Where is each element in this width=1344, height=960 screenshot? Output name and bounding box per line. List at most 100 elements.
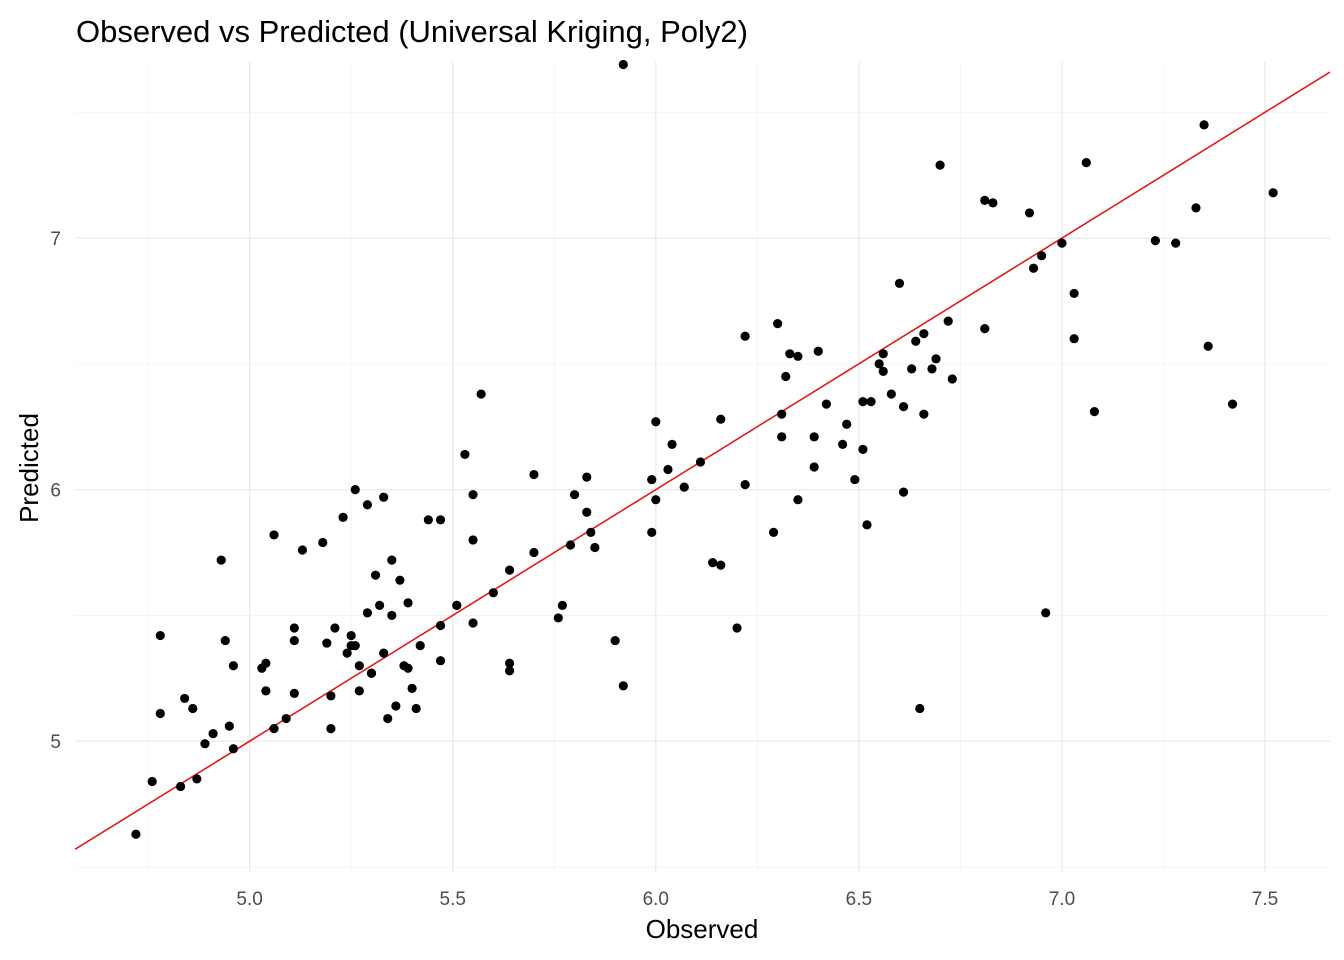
x-tick-label: 6.0	[643, 889, 669, 910]
data-point	[504, 658, 515, 668]
data-point	[488, 588, 498, 598]
data-point	[911, 336, 921, 346]
data-point	[383, 713, 393, 724]
data-point	[1227, 399, 1238, 409]
data-point	[1268, 188, 1278, 198]
data-point	[569, 490, 580, 500]
data-point	[651, 495, 661, 505]
data-point	[387, 555, 397, 565]
data-point	[188, 703, 198, 714]
data-point	[557, 600, 567, 610]
data-point	[362, 608, 373, 618]
data-point	[809, 462, 819, 472]
data-point	[842, 419, 852, 429]
data-point	[228, 744, 238, 754]
grid-lines	[75, 62, 1330, 872]
data-point	[1037, 251, 1047, 261]
data-point	[180, 693, 190, 704]
data-point	[898, 487, 909, 497]
data-point	[468, 535, 478, 545]
data-point	[1081, 158, 1091, 168]
x-tick-label: 7.0	[1049, 889, 1075, 910]
data-point	[618, 59, 628, 70]
data-point	[708, 557, 718, 568]
y-axis-title: Predicted	[14, 413, 44, 523]
data-point	[931, 354, 941, 364]
data-point	[785, 349, 795, 359]
data-point	[679, 482, 689, 492]
data-point	[935, 160, 945, 170]
data-point	[777, 409, 787, 419]
data-point	[565, 540, 576, 550]
data-point	[850, 474, 860, 485]
data-point	[647, 527, 657, 538]
data-point	[297, 545, 308, 555]
data-point	[1024, 208, 1035, 218]
data-point	[582, 472, 592, 482]
data-point	[781, 371, 791, 382]
data-point	[435, 620, 446, 631]
data-point	[261, 686, 271, 696]
data-point	[350, 641, 360, 651]
data-point	[318, 537, 328, 548]
data-point	[155, 708, 165, 719]
data-point	[326, 724, 336, 734]
data-point	[858, 444, 868, 454]
data-point	[651, 417, 661, 427]
data-point	[695, 457, 706, 467]
data-point	[1150, 236, 1160, 246]
x-tick-label: 5.0	[236, 889, 262, 910]
data-point	[1171, 238, 1181, 248]
data-point	[866, 396, 876, 407]
data-point	[1191, 203, 1201, 213]
data-point	[346, 630, 356, 641]
data-point	[768, 527, 779, 538]
data-point	[468, 618, 478, 628]
data-point	[947, 374, 957, 384]
data-point	[1199, 120, 1209, 130]
data-point	[716, 414, 726, 424]
data-point	[894, 278, 905, 288]
data-point	[874, 359, 884, 369]
data-point	[988, 198, 998, 208]
chart-title: Observed vs Predicted (Universal Kriging…	[76, 14, 748, 49]
data-point	[330, 623, 340, 633]
data-point	[423, 515, 433, 525]
data-point	[407, 683, 417, 693]
x-tick-label: 6.5	[846, 889, 872, 910]
data-point	[468, 490, 478, 500]
data-point	[663, 464, 673, 475]
data-point	[862, 520, 872, 530]
x-tick-label: 7.5	[1252, 889, 1278, 910]
data-point	[370, 570, 381, 580]
data-point	[228, 661, 238, 671]
data-point	[667, 439, 677, 449]
data-point	[943, 316, 953, 326]
data-points	[131, 59, 1278, 839]
data-point	[362, 500, 373, 510]
data-point	[366, 668, 377, 678]
data-point	[1089, 407, 1100, 417]
data-point	[435, 656, 446, 666]
data-point	[395, 575, 405, 585]
data-point	[387, 610, 397, 621]
data-point	[476, 389, 486, 399]
data-point	[269, 724, 279, 734]
data-point	[452, 600, 462, 610]
data-point	[391, 701, 401, 711]
data-point	[338, 512, 348, 522]
data-point	[740, 331, 750, 341]
data-point	[322, 638, 332, 648]
data-point	[155, 630, 165, 641]
data-point	[732, 623, 742, 633]
data-point	[740, 480, 750, 490]
data-point	[1069, 334, 1079, 344]
data-point	[529, 547, 539, 558]
data-point	[1041, 608, 1051, 618]
y-tick-label: 5	[50, 732, 61, 753]
data-point	[586, 527, 596, 538]
data-point	[504, 666, 515, 676]
data-point	[415, 641, 425, 651]
data-point	[354, 661, 364, 671]
data-point	[821, 399, 831, 409]
